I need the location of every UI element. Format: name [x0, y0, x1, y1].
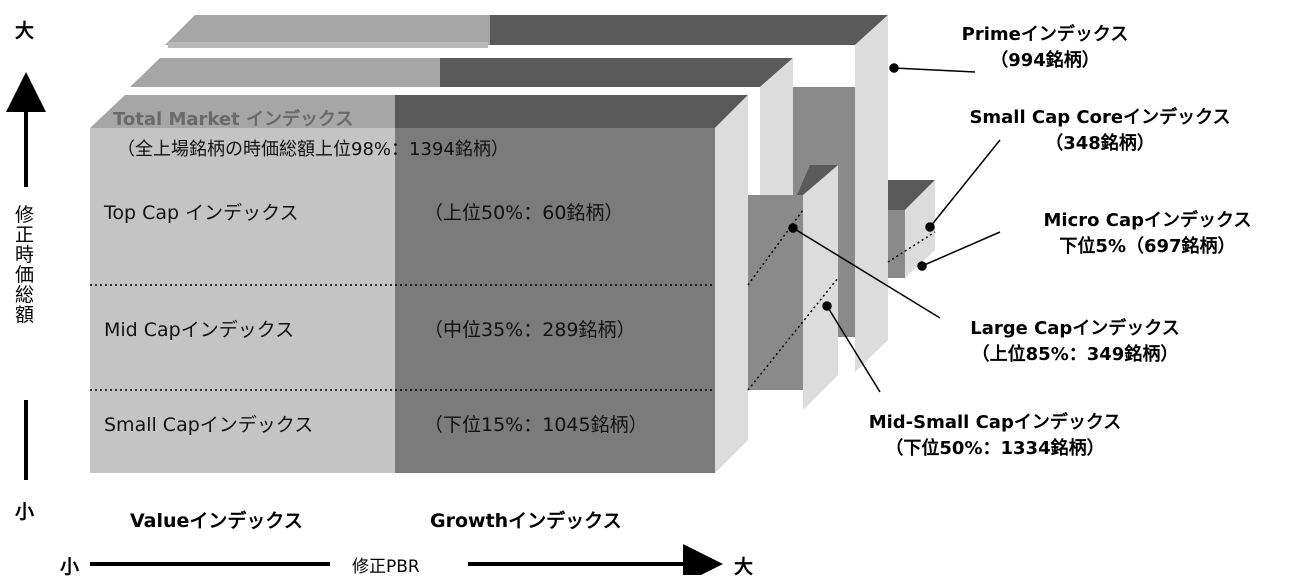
total-market-subtitle: （全上場銘柄の時価総額上位98%：1394銘柄） [117, 139, 509, 160]
mid-small-cap-callout-name: Mid-Small Capインデックス [868, 412, 1122, 433]
small-cap-core-callout-name: Small Cap Coreインデックス [969, 107, 1231, 128]
prime-callout-detail: （994銘柄） [990, 50, 1100, 71]
x-axis-title: 修正PBR [352, 557, 420, 577]
large-cap-callout-name: Large Capインデックス [970, 318, 1180, 339]
prime-callout-name: Primeインデックス [961, 24, 1129, 45]
large-and-mid-small-cap-block [747, 165, 839, 410]
total-market-title: Total Market インデックス [113, 109, 354, 130]
top-cap-detail: （上位50%：60銘柄） [424, 202, 624, 224]
large-cap-callout-detail: （上位85%：349銘柄） [971, 344, 1179, 365]
mid-small-cap-callout: Mid-Small Capインデックス （下位50%：1334銘柄） [830, 410, 1160, 462]
small-cap-core-callout: Small Cap Coreインデックス （348銘柄） [935, 105, 1265, 157]
small-cap-core-callout-detail: （348銘柄） [1045, 133, 1155, 154]
y-axis-high-label: 大 [15, 20, 35, 42]
growth-index-label: Growthインデックス [430, 510, 622, 532]
x-axis-low-label: 小 [60, 556, 80, 578]
small-cap-detail: （下位15%：1045銘柄） [424, 414, 648, 436]
small-cap-label: Small Capインデックス [104, 414, 314, 436]
mid-small-cap-callout-detail: （下位50%：1334銘柄） [885, 438, 1105, 459]
micro-cap-callout-detail: 下位5%（697銘柄） [1059, 236, 1236, 257]
value-index-label: Valueインデックス [130, 510, 303, 532]
callout-leaders [788, 63, 1001, 393]
prime-index-block [165, 15, 888, 372]
micro-cap-callout-name: Micro Capインデックス [1043, 210, 1252, 231]
x-axis-high-label: 大 [734, 556, 754, 578]
micro-cap-callout: Micro Capインデックス 下位5%（697銘柄） [1015, 208, 1280, 260]
mid-cap-detail: （中位35%：289銘柄） [424, 319, 636, 341]
top-cap-label: Top Cap インデックス [104, 202, 299, 224]
prime-callout: Primeインデックス （994銘柄） [930, 22, 1160, 74]
total-market-index-block [90, 95, 748, 473]
mid-cap-label: Mid Capインデックス [104, 319, 295, 341]
micro-cap-index-block [887, 180, 936, 278]
y-axis-low-label: 小 [15, 501, 35, 523]
large-cap-callout: Large Capインデックス （上位85%：349銘柄） [920, 316, 1230, 368]
y-axis-title: 修正時価総額 [15, 204, 35, 326]
